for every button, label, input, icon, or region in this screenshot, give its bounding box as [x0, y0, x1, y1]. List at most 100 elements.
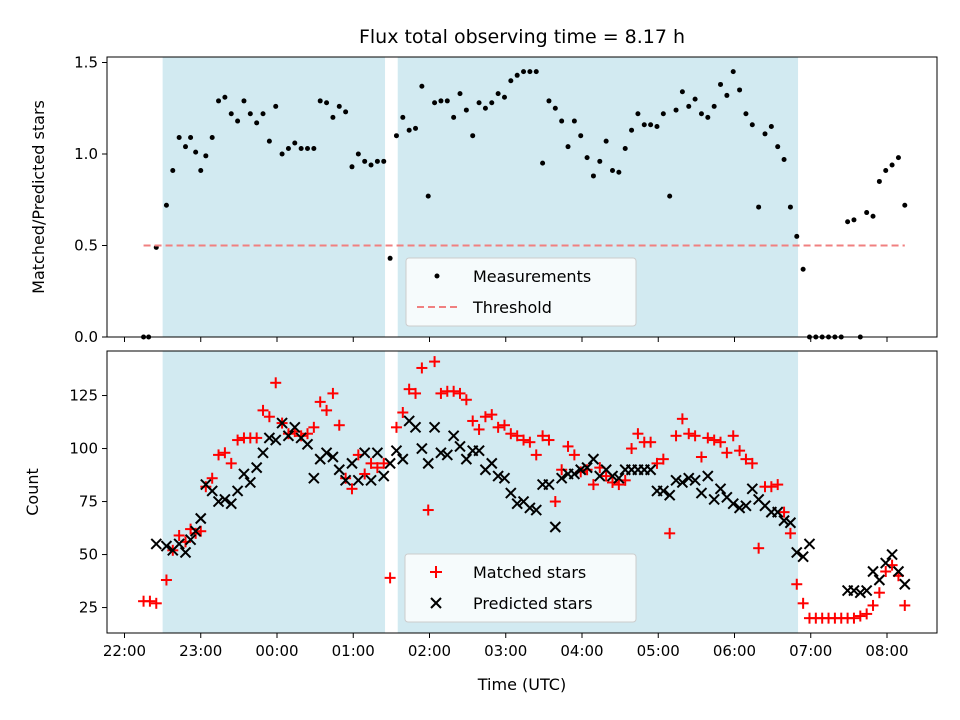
matched-star-point [225, 457, 237, 469]
matched-star-point [219, 447, 231, 459]
predicted-star-point [179, 546, 192, 559]
matched-star-point [173, 529, 185, 541]
predicted-star-point [244, 476, 257, 489]
predicted-star-point [644, 464, 657, 476]
measurement-point [305, 146, 310, 152]
predicted-star-point [301, 438, 314, 451]
matched-star-point [263, 411, 275, 423]
measurements-legend-label: Measurements [473, 267, 591, 286]
matched-star-point [416, 362, 428, 374]
matched-star-point [321, 404, 333, 416]
measurement-point [730, 69, 736, 75]
x-tick-label: 01:00 [332, 642, 375, 660]
matched-star-point [232, 434, 244, 446]
predicted-star-point [797, 550, 809, 563]
predicted-star-point [543, 478, 555, 491]
measurement-point [533, 69, 539, 75]
predicted-star-point [575, 464, 587, 476]
measurement-point [679, 89, 685, 95]
matched-star-point [505, 428, 517, 440]
count-y-axis-label: Count [23, 468, 42, 516]
measurement-point [476, 100, 482, 106]
predicted-star-point [346, 457, 358, 470]
matched-star-point [676, 413, 688, 425]
matched-star-point [314, 396, 326, 408]
x-tick-label: 05:00 [637, 642, 680, 660]
matched-star-point [200, 481, 212, 493]
measurement-point [514, 72, 520, 78]
predicted-star-point [784, 517, 797, 529]
predicted-star-point [422, 457, 434, 470]
matched-star-point [498, 419, 510, 431]
matched-star-point [689, 430, 701, 442]
predicted-star-point [860, 584, 873, 597]
predicted-star-point [778, 514, 790, 527]
measurement-point [292, 140, 298, 146]
matched-star-point [873, 587, 885, 599]
measurement-point [705, 114, 711, 120]
matched-star-point [473, 423, 485, 435]
measurement-point [482, 105, 488, 111]
matched-star-point [746, 457, 758, 469]
predicted-star-point [524, 502, 536, 514]
measurement-point [260, 111, 266, 117]
predicted-star-point [683, 472, 695, 484]
matched-star-point [282, 428, 294, 440]
measurement-point [546, 98, 552, 104]
measurement-point [188, 135, 194, 141]
matched-star-point [626, 443, 638, 455]
predicted-star-point [708, 493, 720, 506]
measurement-point [176, 135, 182, 141]
matched-star-point [302, 428, 313, 440]
predicted-star-point [727, 497, 739, 510]
predicted-star-point [670, 474, 682, 487]
predicted-star-point [613, 472, 625, 484]
matched-star-point [144, 595, 156, 607]
matched-star-point [346, 483, 358, 495]
predicted-star-point [231, 485, 244, 497]
x-tick-label: 03:00 [484, 642, 527, 660]
matched-star-point [365, 457, 377, 469]
measurement-point [170, 167, 176, 173]
measurement-point [349, 164, 355, 170]
predicted-star-point [371, 447, 384, 459]
predicted-star-point [289, 421, 301, 434]
measurement-point [686, 103, 692, 109]
measurement-point [501, 94, 507, 100]
matched-star-point [454, 387, 466, 399]
predicted-star-point [689, 474, 701, 487]
observing-window-1 [162, 57, 386, 337]
predicted-star-point [454, 440, 466, 453]
y-tick-label: 1.0 [74, 145, 98, 163]
matched-star-point [486, 409, 498, 421]
matched-star-point [467, 415, 479, 427]
matched-star-point [492, 421, 504, 433]
measurement-point [851, 217, 857, 223]
measurement-point [698, 111, 704, 117]
matched-star-point [683, 428, 695, 440]
measurement-point [775, 144, 781, 150]
x-tick-label: 02:00 [408, 642, 451, 660]
measurement-point [521, 69, 527, 75]
count-panel: 25 50 75 100 125 22:00 23:00 00:00 01:00 02:00 03:… [23, 350, 938, 694]
predicted-star-point [276, 417, 288, 429]
predicted-star-point [441, 449, 453, 461]
measurement-point [273, 103, 279, 109]
count-series [138, 356, 911, 624]
matched-star-point [854, 610, 866, 622]
measurement-point [578, 133, 584, 139]
predicted-star-point [606, 470, 619, 482]
matched-star-point [657, 453, 669, 465]
predicted-star-point [195, 512, 207, 525]
ratio-legend: Measurements Threshold [405, 257, 637, 327]
matched-star-point [333, 419, 345, 431]
matched-star-point [251, 432, 263, 444]
measurement-point [635, 111, 641, 117]
measurement-point [254, 120, 260, 126]
predicted-star-point [320, 447, 333, 459]
y-tick-label: 75 [79, 493, 98, 511]
measurement-point [552, 105, 558, 111]
matched-star-point [295, 430, 307, 442]
matched-star-point [867, 599, 879, 611]
predicted-star-point [568, 468, 581, 480]
